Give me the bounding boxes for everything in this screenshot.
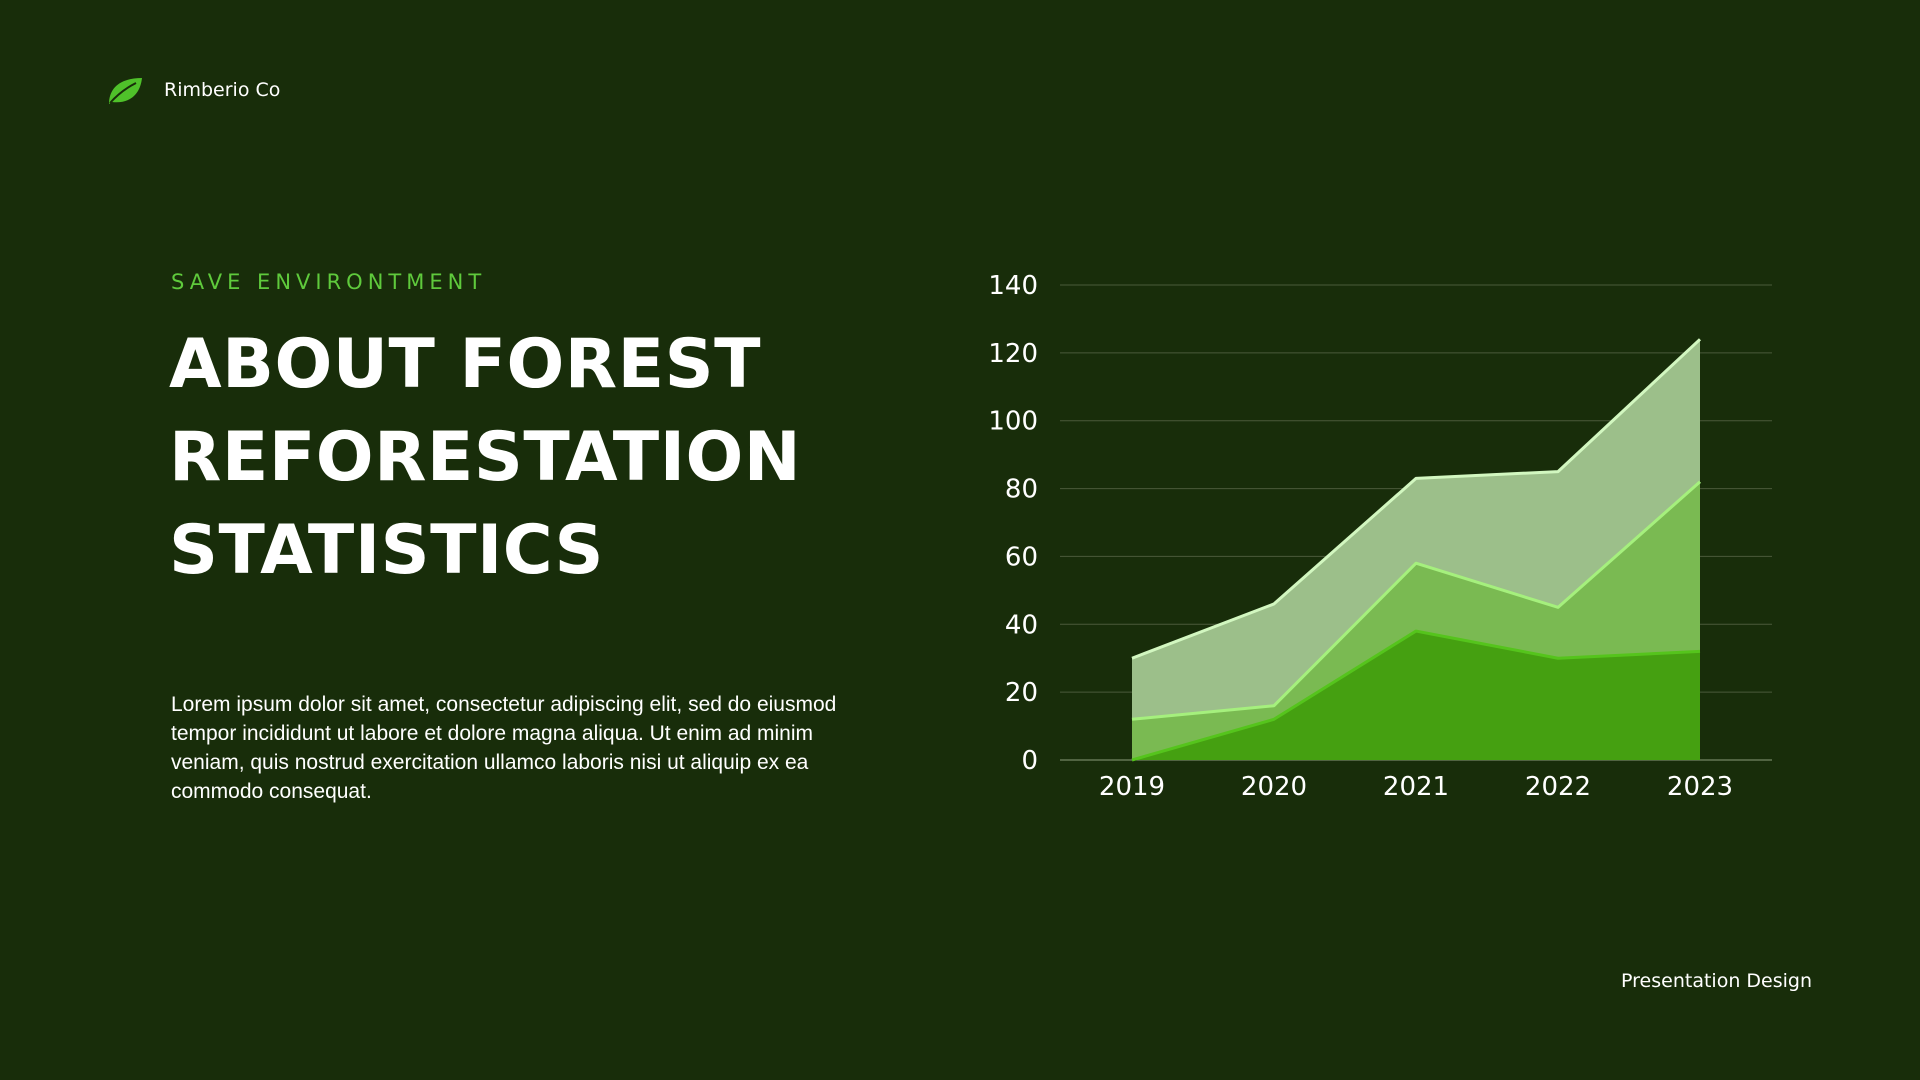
section-kicker: SAVE ENVIRONTMENT	[171, 270, 487, 294]
x-axis-ticks: 2019 2020 2021 2022 2023	[1099, 772, 1733, 802]
line-series-1	[1131, 629, 1701, 762]
x-tick-label: 2020	[1241, 772, 1307, 802]
line-series-2	[1131, 480, 1701, 721]
y-tick-label: 120	[988, 339, 1038, 369]
brand-name: Rimberio Co	[164, 79, 281, 101]
y-tick-label: 20	[1005, 678, 1038, 708]
y-tick-label: 60	[1005, 542, 1038, 572]
chart-lines	[1131, 338, 1702, 762]
y-tick-label: 100	[988, 407, 1038, 437]
body-paragraph: Lorem ipsum dolor sit amet, consectetur …	[171, 693, 837, 803]
leaf-icon	[109, 78, 142, 104]
y-tick-label: 40	[1005, 610, 1038, 640]
x-tick-label: 2022	[1525, 772, 1591, 802]
area-series-1	[1132, 631, 1700, 760]
brand: Rimberio Co	[106, 74, 280, 106]
y-axis-ticks: 0 20 40 60 80 100 120 140	[988, 271, 1038, 776]
title-line-1: ABOUT FOREST	[169, 325, 761, 404]
x-tick-label: 2023	[1667, 772, 1733, 802]
title-line-3: STATISTICS	[169, 511, 604, 590]
stacked-area-chart: 0 20 40 60 80 100 120 140 2019 2020 2021 2022 2023	[988, 271, 1772, 802]
x-tick-label: 2021	[1383, 772, 1449, 802]
y-tick-label: 140	[988, 271, 1038, 301]
area-series-2	[1132, 481, 1700, 760]
footer-label: Presentation Design	[1621, 970, 1812, 992]
y-tick-label: 80	[1005, 475, 1038, 505]
page-title: ABOUT FOREST REFORESTATION STATISTICS	[169, 318, 889, 597]
area-series-3	[1132, 339, 1700, 720]
line-series-3	[1131, 338, 1702, 660]
title-line-2: REFORESTATION	[169, 418, 802, 497]
x-tick-label: 2019	[1099, 772, 1165, 802]
chart-areas	[1132, 339, 1700, 760]
y-tick-label: 0	[1021, 746, 1038, 776]
